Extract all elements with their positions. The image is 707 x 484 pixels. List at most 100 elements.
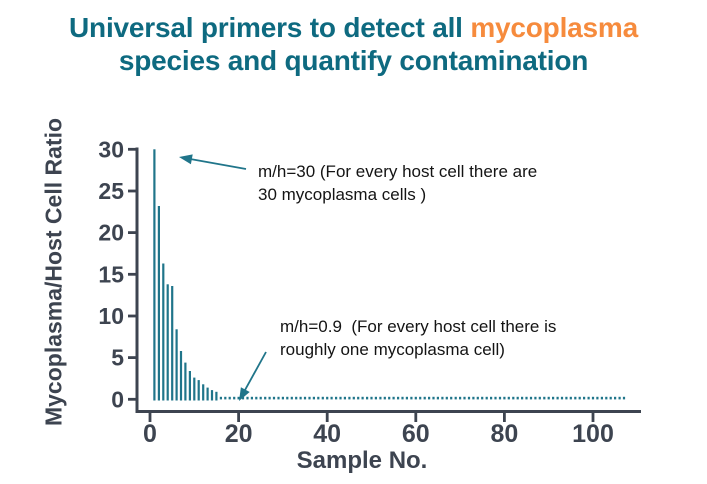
dot-sample-23 bbox=[250, 396, 253, 400]
x-tick-label: 100 bbox=[572, 420, 614, 448]
dot-sample-20 bbox=[237, 396, 240, 400]
dot-sample-62 bbox=[423, 396, 426, 400]
bar-sample-3 bbox=[162, 263, 165, 401]
dot-sample-22 bbox=[246, 396, 249, 400]
dot-sample-76 bbox=[485, 396, 488, 400]
bar-sample-5 bbox=[171, 286, 174, 401]
dot-sample-39 bbox=[321, 396, 324, 400]
dot-sample-33 bbox=[295, 396, 298, 400]
annotation-mh09-line2: roughly one mycoplasma cell) bbox=[280, 340, 505, 359]
title-text: Universal primers to detect all bbox=[69, 12, 471, 43]
dot-sample-73 bbox=[472, 396, 475, 400]
bar-sample-10 bbox=[193, 377, 196, 401]
annotation-mh09: m/h=0.9 (For every host cell there is ro… bbox=[280, 315, 556, 361]
x-axis-title: Sample No. bbox=[296, 447, 428, 474]
dot-sample-53 bbox=[383, 396, 386, 400]
dot-sample-34 bbox=[299, 396, 302, 400]
dot-sample-101 bbox=[596, 396, 599, 400]
dot-sample-63 bbox=[428, 396, 431, 400]
x-tick-label: 80 bbox=[490, 420, 518, 448]
dot-sample-103 bbox=[605, 396, 608, 400]
dot-sample-78 bbox=[494, 396, 497, 400]
dot-sample-58 bbox=[405, 396, 408, 400]
dot-sample-28 bbox=[272, 396, 276, 400]
dot-sample-99 bbox=[587, 396, 590, 400]
dot-sample-32 bbox=[290, 396, 293, 400]
dot-sample-52 bbox=[379, 396, 382, 400]
dot-sample-77 bbox=[490, 396, 493, 400]
dot-sample-56 bbox=[397, 396, 400, 400]
dot-sample-29 bbox=[277, 396, 280, 400]
dot-sample-46 bbox=[352, 396, 355, 400]
bar-sample-4 bbox=[166, 284, 169, 401]
bar-sample-9 bbox=[188, 371, 191, 401]
annotation-arrowhead-1 bbox=[179, 154, 193, 165]
dot-sample-85 bbox=[525, 396, 528, 400]
title-line-1: Universal primers to detect all mycoplas… bbox=[0, 11, 707, 44]
dot-sample-45 bbox=[348, 396, 351, 400]
dot-sample-64 bbox=[432, 396, 435, 400]
dot-sample-106 bbox=[618, 396, 621, 400]
annotation-mh30-line1: m/h=30 (For every host cell there are bbox=[258, 162, 538, 181]
dot-sample-90 bbox=[547, 396, 550, 400]
dot-sample-40 bbox=[326, 396, 329, 400]
dot-sample-107 bbox=[622, 396, 626, 400]
dot-sample-100 bbox=[591, 396, 595, 400]
annotation-mh30-line2: 30 mycoplasma cells ) bbox=[258, 185, 427, 204]
dot-sample-82 bbox=[512, 396, 515, 400]
dot-sample-70 bbox=[459, 396, 462, 400]
dot-sample-83 bbox=[516, 396, 519, 400]
dot-sample-61 bbox=[419, 396, 422, 400]
x-tick-label: 0 bbox=[143, 420, 157, 448]
dot-sample-42 bbox=[335, 396, 338, 400]
annotation-arrowhead-2 bbox=[239, 387, 250, 401]
dot-sample-97 bbox=[578, 396, 581, 400]
dot-sample-26 bbox=[264, 396, 267, 400]
y-tick-label: 20 bbox=[98, 220, 124, 246]
dot-sample-19 bbox=[233, 396, 236, 400]
dot-sample-47 bbox=[357, 396, 360, 400]
dot-sample-24 bbox=[255, 396, 258, 400]
dot-sample-84 bbox=[521, 396, 524, 400]
title-highlight: mycoplasma bbox=[470, 12, 638, 43]
dot-sample-105 bbox=[614, 396, 617, 400]
dot-sample-25 bbox=[259, 396, 262, 400]
dot-sample-98 bbox=[583, 396, 586, 400]
dot-sample-94 bbox=[565, 396, 568, 400]
dot-sample-93 bbox=[560, 396, 564, 400]
bar-sample-2 bbox=[157, 206, 160, 401]
annotation-arrow-line-2 bbox=[243, 351, 267, 393]
dot-sample-50 bbox=[370, 396, 373, 400]
dot-sample-67 bbox=[445, 396, 448, 400]
annotation-arrow-line-1 bbox=[188, 157, 247, 170]
dot-sample-36 bbox=[308, 396, 311, 400]
dot-sample-72 bbox=[467, 396, 471, 400]
x-tick-label: 60 bbox=[402, 420, 430, 448]
dot-sample-74 bbox=[476, 396, 479, 400]
dot-sample-16 bbox=[219, 396, 222, 400]
y-tick-label: 30 bbox=[98, 136, 124, 162]
annotation-mh30: m/h=30 (For every host cell there are 30… bbox=[258, 160, 537, 206]
dot-sample-60 bbox=[414, 396, 417, 400]
dot-sample-80 bbox=[503, 396, 506, 400]
dot-sample-69 bbox=[454, 396, 457, 400]
dot-sample-92 bbox=[556, 396, 559, 400]
dot-sample-59 bbox=[410, 396, 413, 400]
dot-sample-49 bbox=[366, 396, 369, 400]
annotation-mh09-line1: m/h=0.9 (For every host cell there is bbox=[280, 317, 557, 336]
dot-sample-81 bbox=[507, 396, 510, 400]
dot-sample-79 bbox=[498, 396, 502, 400]
dot-sample-65 bbox=[436, 396, 439, 400]
dot-sample-38 bbox=[317, 396, 320, 400]
dot-sample-95 bbox=[569, 396, 572, 400]
y-tick-label: 5 bbox=[111, 345, 124, 371]
bar-sample-14 bbox=[210, 390, 214, 401]
dot-sample-21 bbox=[241, 396, 245, 400]
dot-sample-71 bbox=[463, 396, 466, 400]
bar-sample-15 bbox=[215, 391, 218, 401]
title-line-2: species and quantify contamination bbox=[118, 45, 589, 76]
x-tick-label: 20 bbox=[225, 420, 253, 448]
dot-sample-96 bbox=[574, 396, 577, 400]
dot-sample-55 bbox=[392, 396, 395, 400]
